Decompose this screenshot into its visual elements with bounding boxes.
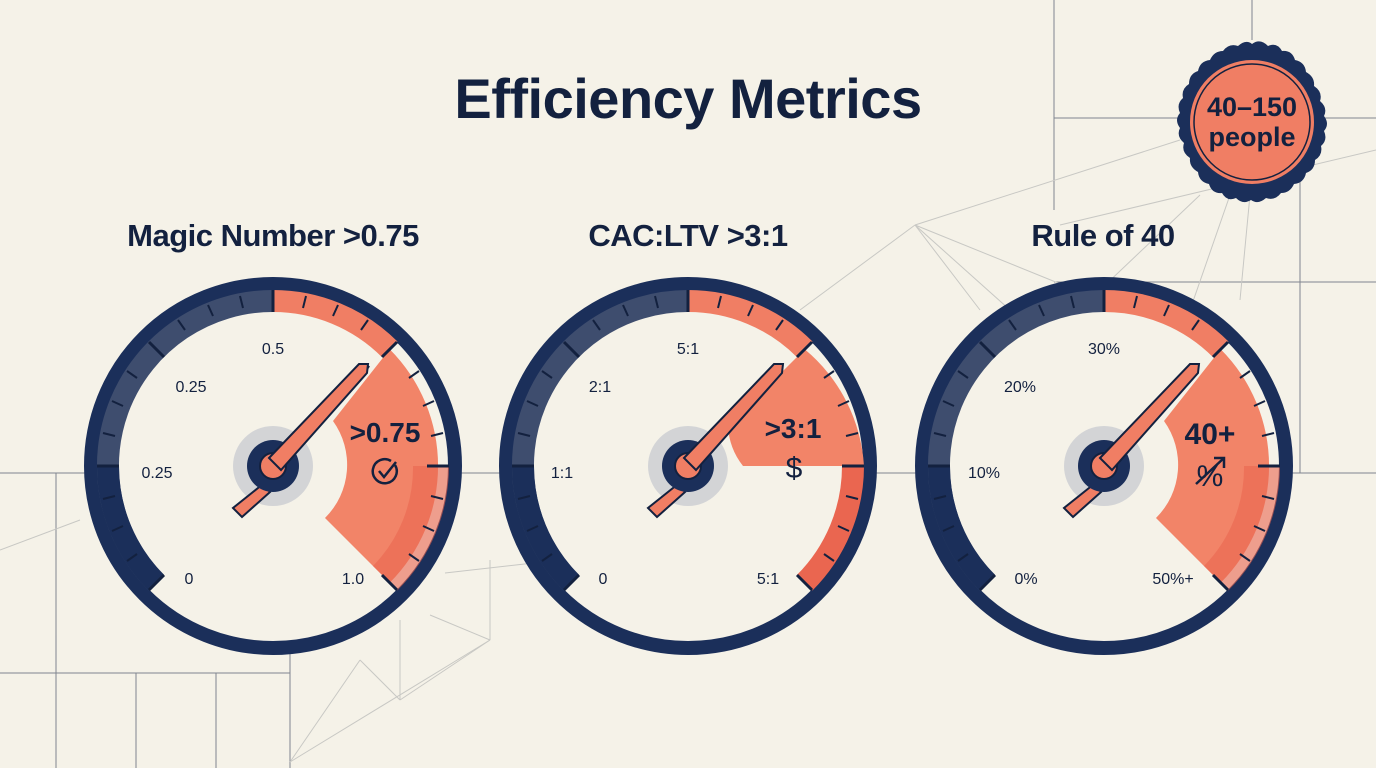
target-label: >3:1 (765, 413, 822, 444)
tick-label-left: 1:1 (551, 465, 573, 482)
percent-icon: % (1197, 460, 1224, 493)
target-label: >0.75 (350, 417, 421, 448)
tick-label-top: 5:1 (677, 341, 699, 358)
dollar-icon: $ (786, 452, 803, 485)
team-size-badge-text: 40–150 people (1170, 92, 1334, 152)
target-label: 40+ (1185, 418, 1236, 451)
team-size-badge (1177, 41, 1327, 203)
tick-label-upper-left: 20% (1004, 379, 1036, 396)
gauge-needle (231, 363, 370, 519)
gauge-title-magic-number: Magic Number >0.75 (127, 218, 419, 253)
page-title: Efficiency Metrics (454, 67, 922, 130)
tick-label-left: 10% (968, 465, 1000, 482)
gauge-needle (646, 363, 785, 519)
badge-line-2: people (1208, 122, 1296, 152)
tick-label-top: 30% (1088, 341, 1120, 358)
tick-label-bottom-left: 0 (185, 571, 194, 588)
tick-label-upper-left: 2:1 (589, 379, 611, 396)
gauge-needle (1062, 363, 1201, 519)
check-circle-icon (371, 458, 398, 485)
tick-label-left: 0.25 (141, 465, 172, 482)
gauge-title-rule-of-40: Rule of 40 (1031, 218, 1175, 253)
tick-label-bottom-right: 5:1 (757, 571, 779, 588)
tick-label-top: 0.5 (262, 341, 284, 358)
tick-label-bottom-left: 0 (599, 571, 608, 588)
tick-label-bottom-left: 0% (1014, 571, 1037, 588)
arrow-up-right-icon (1195, 456, 1226, 485)
tick-label-bottom-right: 50%+ (1152, 571, 1193, 588)
gauge-title-cac-ltv: CAC:LTV >3:1 (588, 218, 788, 253)
tick-label-upper-left: 0.25 (175, 379, 206, 396)
tick-label-bottom-right: 1.0 (342, 571, 364, 588)
badge-line-1: 40–150 (1206, 92, 1298, 122)
